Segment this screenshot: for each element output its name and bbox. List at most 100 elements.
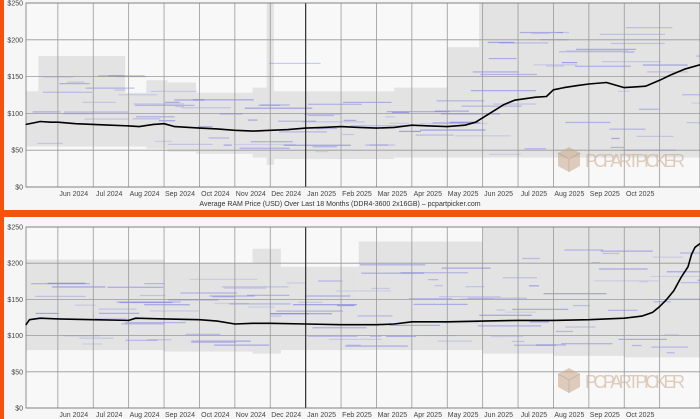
average-price-point — [163, 123, 165, 125]
listing-price-stripe — [611, 137, 620, 140]
x-tick-label: Oct 2024 — [201, 412, 230, 419]
listing-price-stripe — [139, 294, 166, 297]
listing-price-stripe — [369, 335, 382, 337]
price-range-band — [26, 91, 39, 147]
listing-price-stripe — [371, 287, 390, 290]
price-range-band — [57, 259, 165, 351]
x-tick-label: Mar 2025 — [378, 191, 408, 198]
price-range-band — [167, 82, 196, 152]
listing-price-stripe — [691, 102, 700, 104]
average-price-point — [128, 125, 130, 127]
average-price-point — [694, 246, 696, 248]
listing-price-stripe — [625, 27, 673, 29]
listing-price-stripe — [531, 32, 550, 35]
average-price-point — [552, 319, 555, 321]
listing-price-stripe — [212, 296, 235, 298]
listing-price-stripe — [461, 105, 522, 107]
x-tick-label: Sep 2024 — [165, 412, 195, 419]
listing-price-stripe — [247, 294, 290, 296]
listing-price-stripe — [561, 61, 578, 64]
average-price-point — [198, 127, 201, 129]
x-tick-label: Jun 2024 — [59, 191, 88, 198]
price-range-band — [252, 248, 281, 354]
listing-price-stripe — [107, 286, 164, 288]
listing-price-stripe — [154, 140, 173, 143]
listing-price-stripe — [270, 313, 309, 315]
y-tick-label: $50 — [11, 148, 23, 155]
x-tick-label: Oct 2024 — [201, 191, 230, 198]
average-price-point — [375, 324, 378, 326]
x-tick-label: Oct 2025 — [626, 412, 655, 419]
listing-price-stripe — [467, 297, 527, 299]
listing-price-stripe — [35, 312, 59, 314]
listing-price-stripe — [650, 275, 700, 278]
x-tick-label: Jul 2024 — [96, 412, 123, 419]
listing-price-stripe — [276, 310, 343, 312]
average-price-point — [74, 123, 77, 125]
listing-price-stripe — [519, 31, 564, 34]
listing-price-stripe — [67, 81, 85, 83]
listing-price-stripe — [479, 314, 532, 316]
x-tick-label: Nov 2024 — [236, 191, 266, 198]
listing-price-stripe — [470, 90, 537, 92]
y-tick-label: $200 — [7, 37, 23, 44]
average-price-point — [39, 120, 41, 123]
listing-price-stripe — [565, 121, 611, 124]
watermark-text: PCPARTPICKER — [585, 151, 685, 171]
listing-price-stripe — [576, 48, 636, 50]
average-price-point — [393, 126, 395, 128]
y-tick-label: $150 — [7, 297, 23, 304]
average-price-point — [545, 95, 547, 98]
listing-price-stripe — [223, 144, 232, 146]
pcpartpicker-watermark: PCPARTPICKER — [557, 147, 685, 172]
y-tick-label: $0 — [15, 185, 23, 192]
average-price-line — [25, 243, 700, 326]
average-price-point — [50, 121, 52, 123]
listing-price-stripe — [51, 286, 106, 288]
listing-price-stripe — [144, 304, 190, 306]
listing-price-stripe — [432, 122, 481, 124]
listing-price-stripe — [125, 322, 186, 324]
listing-price-stripe — [192, 99, 254, 101]
x-tick-label: Jul 2025 — [521, 191, 548, 198]
listing-price-stripe — [342, 133, 355, 136]
listing-price-stripe — [602, 252, 620, 255]
listing-price-stripe — [84, 118, 130, 120]
listing-price-stripe — [490, 335, 524, 338]
average-price-point — [623, 87, 625, 89]
listing-price-stripe — [600, 250, 653, 252]
listing-price-stripe — [610, 42, 665, 45]
average-price-point — [513, 99, 516, 101]
x-tick-label: Nov 2024 — [236, 412, 266, 419]
listing-price-stripe — [442, 322, 479, 324]
average-price-point — [135, 317, 137, 319]
average-price-point — [57, 318, 59, 320]
listing-price-stripe — [389, 122, 409, 124]
listing-price-stripe — [85, 87, 135, 89]
average-price-point — [669, 74, 671, 76]
listing-price-stripe — [79, 337, 114, 339]
listing-price-stripe — [561, 343, 613, 345]
price-range-band — [394, 87, 448, 158]
listing-price-stripe — [686, 122, 700, 124]
price-range-band — [305, 91, 395, 160]
y-tick-label: $200 — [7, 261, 23, 268]
average-price-point — [503, 103, 505, 106]
x-tick-label: Sep 2025 — [590, 191, 620, 198]
average-price-point — [152, 123, 155, 126]
average-price-point — [375, 127, 378, 129]
listing-price-stripe — [209, 295, 255, 297]
listing-price-stripe — [37, 142, 63, 145]
x-tick-label: Feb 2025 — [342, 191, 372, 198]
listing-price-stripe — [335, 290, 392, 292]
average-price-point — [234, 323, 236, 325]
average-price-point — [216, 128, 218, 130]
listing-price-stripe — [496, 309, 505, 311]
y-tick-label: $250 — [7, 225, 23, 232]
listing-price-stripe — [164, 101, 180, 103]
y-tick-label: $250 — [7, 1, 23, 8]
x-tick-label: Apr 2025 — [414, 191, 443, 198]
listing-price-stripe — [555, 330, 573, 333]
listing-price-stripe — [504, 311, 537, 313]
listing-price-stripe — [343, 119, 357, 122]
